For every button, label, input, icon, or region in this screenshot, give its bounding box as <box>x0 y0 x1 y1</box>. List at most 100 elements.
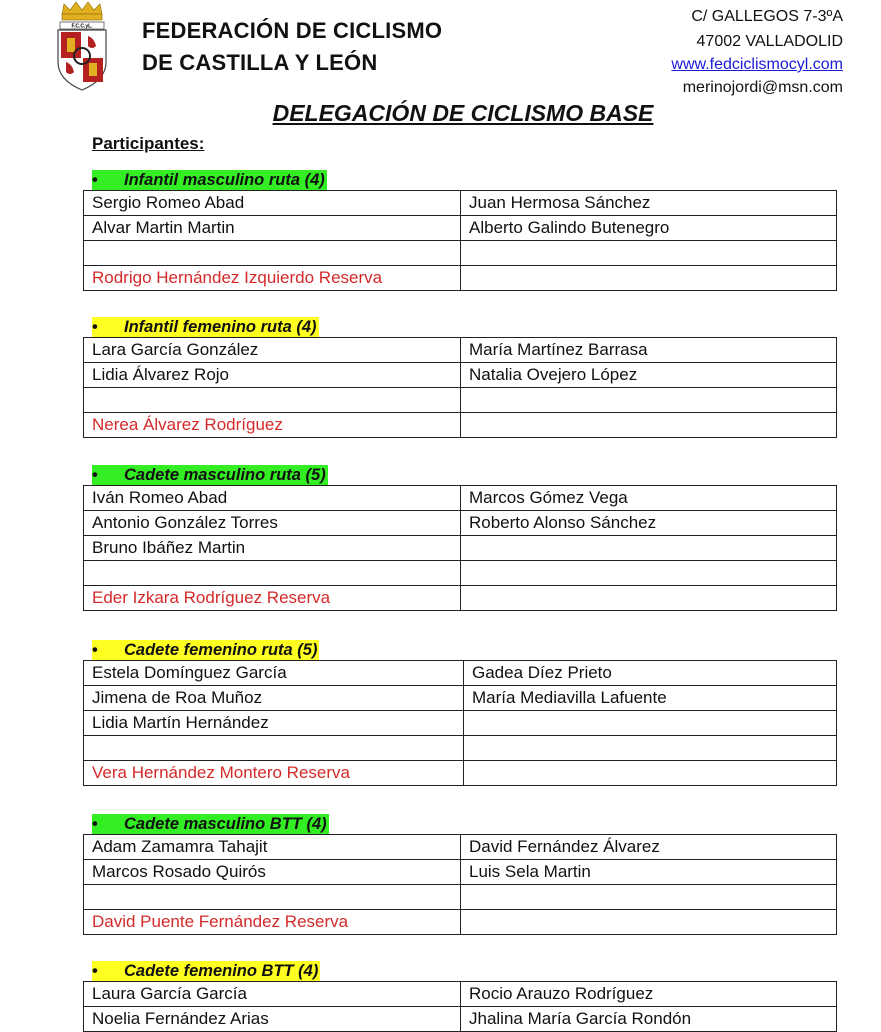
participant-cell <box>463 735 837 761</box>
table-row: Sergio Romeo Abad Juan Hermosa Sánchez <box>83 190 837 216</box>
participant-cell: Antonio González Torres <box>83 510 461 536</box>
empty-cell <box>460 265 837 291</box>
participant-cell: Alvar Martin Martin <box>83 215 461 241</box>
federation-name-line1: FEDERACIÓN DE CICLISMO <box>142 18 443 43</box>
reserve-row: Eder Izkara Rodríguez Reserva <box>83 585 837 611</box>
section-heading: • Infantil masculino ruta (4) <box>92 170 327 191</box>
participants-table: Estela Domínguez García Gadea Díez Prieto… <box>83 660 837 786</box>
participant-cell <box>83 560 461 586</box>
participant-cell: María Martínez Barrasa <box>460 337 837 363</box>
participant-cell: Roberto Alonso Sánchez <box>460 510 837 536</box>
empty-cell <box>460 909 837 935</box>
reserve-participant-cell: David Puente Fernández Reserva <box>83 909 461 935</box>
document-title: DELEGACIÓN DE CICLISMO BASE <box>272 100 654 126</box>
empty-cell <box>460 412 837 438</box>
reserve-row: Nerea Álvarez Rodríguez <box>83 412 837 438</box>
table-row <box>83 560 837 586</box>
participant-cell: Rocio Arauzo Rodríguez <box>460 981 837 1007</box>
address-street: C/ GALLEGOS 7-3ºA <box>691 8 843 25</box>
participant-cell: María Mediavilla Lafuente <box>463 685 837 711</box>
participant-cell: David Fernández Álvarez <box>460 834 837 860</box>
participant-cell: Juan Hermosa Sánchez <box>460 190 837 216</box>
bullet-icon: • <box>92 318 98 336</box>
table-row: Bruno Ibáñez Martin <box>83 535 837 561</box>
participants-label: Participantes: <box>92 134 205 153</box>
address-city: 47002 VALLADOLID <box>696 33 843 50</box>
section-heading: • Infantil femenino ruta (4) <box>92 317 319 338</box>
participant-cell: Laura García García <box>83 981 461 1007</box>
section-title: Cadete femenino ruta (5) <box>124 641 318 659</box>
participant-cell <box>83 884 461 910</box>
participant-cell: Jimena de Roa Muñoz <box>83 685 464 711</box>
table-row: Lara García González María Martínez Barra… <box>83 337 837 363</box>
federation-name-line2: DE CASTILLA Y LEÓN <box>142 50 378 75</box>
reserve-row: Vera Hernández Montero Reserva <box>83 760 837 786</box>
table-row: Adam Zamamra Tahajit David Fernández Álva… <box>83 834 837 860</box>
participant-cell: Alberto Galindo Butenegro <box>460 215 837 241</box>
table-row: Lidia Martín Hernández <box>83 710 837 736</box>
table-row: Lidia Álvarez Rojo Natalia Ovejero López <box>83 362 837 388</box>
table-row: Noelia Fernández Arias Jhalina María Garc… <box>83 1006 837 1032</box>
reserve-participant-cell: Nerea Álvarez Rodríguez <box>83 412 461 438</box>
participants-table: Sergio Romeo Abad Juan Hermosa Sánchez Alv… <box>83 190 837 291</box>
participant-cell <box>463 710 837 736</box>
participant-cell: Lidia Álvarez Rojo <box>83 362 461 388</box>
reserve-row: Rodrigo Hernández Izquierdo Reserva <box>83 265 837 291</box>
table-row <box>83 240 837 266</box>
bullet-icon: • <box>92 815 98 833</box>
participant-cell: Adam Zamamra Tahajit <box>83 834 461 860</box>
participant-cell: Bruno Ibáñez Martin <box>83 535 461 561</box>
reserve-row: David Puente Fernández Reserva <box>83 909 837 935</box>
section-heading: • Cadete masculino ruta (5) <box>92 465 328 486</box>
participant-cell: Marcos Gómez Vega <box>460 485 837 511</box>
svg-text:F.C.C.yL.: F.C.C.yL. <box>71 24 93 30</box>
participant-cell <box>83 387 461 413</box>
section-title: Cadete masculino ruta (5) <box>124 466 326 484</box>
table-row <box>83 387 837 413</box>
email-address: merinojordi@msn.com <box>682 79 843 96</box>
table-row: Iván Romeo Abad Marcos Gómez Vega <box>83 485 837 511</box>
participants-table: Adam Zamamra Tahajit David Fernández Álva… <box>83 834 837 935</box>
table-row <box>83 884 837 910</box>
reserve-participant-cell: Eder Izkara Rodríguez Reserva <box>83 585 461 611</box>
section-heading: • Cadete femenino ruta (5) <box>92 640 320 661</box>
participant-cell <box>460 535 837 561</box>
participant-cell <box>460 240 837 266</box>
bullet-icon: • <box>92 962 98 980</box>
section-title: Infantil masculino ruta (4) <box>124 171 325 189</box>
reserve-participant-cell: Vera Hernández Montero Reserva <box>83 760 464 786</box>
participant-cell: Noelia Fernández Arias <box>83 1006 461 1032</box>
participant-cell: Natalia Ovejero López <box>460 362 837 388</box>
participants-table: Lara García González María Martínez Barra… <box>83 337 837 438</box>
participant-cell: Lara García González <box>83 337 461 363</box>
participant-cell <box>83 240 461 266</box>
table-row: Antonio González Torres Roberto Alonso Sá… <box>83 510 837 536</box>
table-row <box>83 735 837 761</box>
empty-cell <box>463 760 837 786</box>
participant-cell: Estela Domínguez García <box>83 660 464 686</box>
bullet-icon: • <box>92 171 98 189</box>
participant-cell <box>460 560 837 586</box>
federation-logo: F.C.C.yL. <box>57 1 107 91</box>
participant-cell: Iván Romeo Abad <box>83 485 461 511</box>
section-title: Infantil femenino ruta (4) <box>124 318 317 336</box>
participant-cell: Jhalina María García Rondón <box>460 1006 837 1032</box>
bullet-icon: • <box>92 466 98 484</box>
empty-cell <box>460 585 837 611</box>
table-row: Estela Domínguez García Gadea Díez Prieto <box>83 660 837 686</box>
participant-cell: Marcos Rosado Quirós <box>83 859 461 885</box>
section-title: Cadete femenino BTT (4) <box>124 962 319 980</box>
participant-cell <box>83 735 464 761</box>
table-row: Jimena de Roa Muñoz María Mediavilla Lafu… <box>83 685 837 711</box>
reserve-participant-cell: Rodrigo Hernández Izquierdo Reserva <box>83 265 461 291</box>
participant-cell <box>460 387 837 413</box>
website-link[interactable]: www.fedciclismocyl.com <box>671 56 843 73</box>
section-title: Cadete masculino BTT (4) <box>124 815 327 833</box>
participant-cell <box>460 884 837 910</box>
section-heading: • Cadete masculino BTT (4) <box>92 814 329 835</box>
table-row: Laura García García Rocio Arauzo Rodrígue… <box>83 981 837 1007</box>
participant-cell: Gadea Díez Prieto <box>463 660 837 686</box>
participant-cell: Luis Sela Martin <box>460 859 837 885</box>
participants-table: Iván Romeo Abad Marcos Gómez Vega Antonio … <box>83 485 837 611</box>
section-heading: • Cadete femenino BTT (4) <box>92 961 321 982</box>
